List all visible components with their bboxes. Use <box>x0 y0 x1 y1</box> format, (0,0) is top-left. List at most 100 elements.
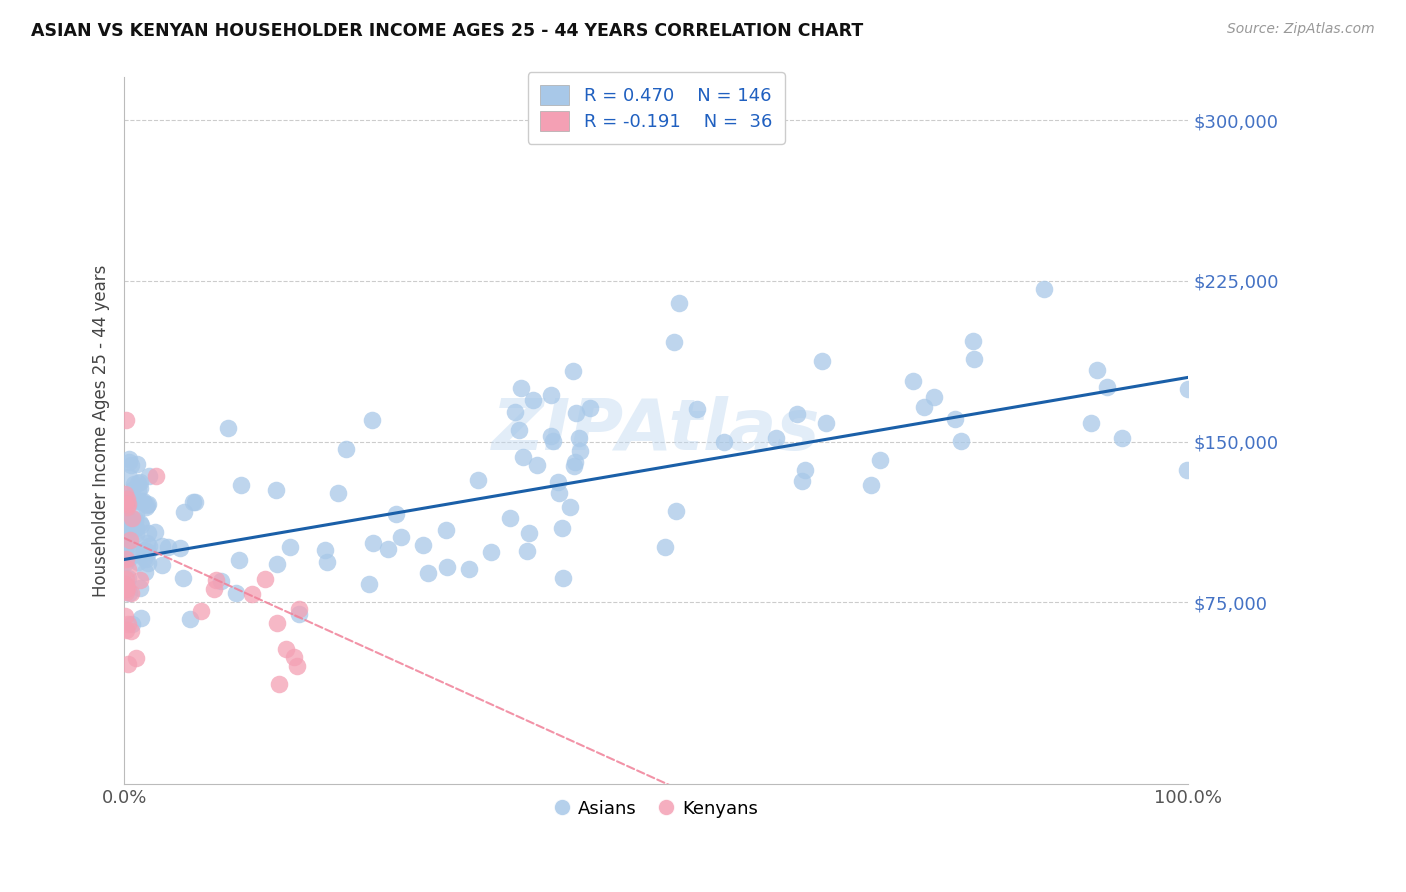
Point <box>114 497 136 511</box>
Point <box>467 473 489 487</box>
Point <box>114 487 136 501</box>
Point <box>124 513 146 527</box>
Point <box>205 574 228 588</box>
Point <box>125 458 148 472</box>
Point <box>134 565 156 579</box>
Text: Source: ZipAtlas.com: Source: ZipAtlas.com <box>1227 22 1375 37</box>
Point <box>765 431 787 445</box>
Point <box>288 602 311 616</box>
Point <box>118 510 141 524</box>
Point <box>117 491 139 505</box>
Point <box>118 455 141 469</box>
Point <box>266 616 288 631</box>
Point <box>129 574 152 588</box>
Point <box>120 533 142 547</box>
Point <box>150 539 173 553</box>
Point <box>127 483 149 497</box>
Point <box>120 585 142 599</box>
Point <box>156 540 179 554</box>
Point <box>522 392 544 407</box>
Point <box>922 390 945 404</box>
Point <box>516 544 538 558</box>
Text: ZIPAtlas: ZIPAtlas <box>492 396 821 466</box>
Point <box>190 603 212 617</box>
Point <box>127 475 149 490</box>
Point <box>143 524 166 539</box>
Point <box>138 468 160 483</box>
Point <box>811 353 834 368</box>
Point <box>1177 382 1199 396</box>
Point <box>115 512 138 526</box>
Point <box>359 577 381 591</box>
Point <box>117 617 139 632</box>
Point <box>287 659 309 673</box>
Point <box>117 550 139 565</box>
Point <box>686 401 709 416</box>
Point <box>114 527 136 541</box>
Point <box>794 463 817 477</box>
Point <box>540 387 562 401</box>
Point <box>662 334 685 349</box>
Point <box>135 552 157 566</box>
Point <box>117 512 139 526</box>
Point <box>169 541 191 555</box>
Point <box>120 495 142 509</box>
Point <box>150 558 173 572</box>
Point <box>869 453 891 467</box>
Point <box>315 555 337 569</box>
Point <box>564 455 586 469</box>
Point <box>114 549 136 563</box>
Point <box>115 500 138 514</box>
Point <box>568 430 591 444</box>
Point <box>551 521 574 535</box>
Point <box>115 555 138 569</box>
Point <box>145 468 167 483</box>
Point <box>122 526 145 541</box>
Point <box>121 511 143 525</box>
Point <box>266 558 288 572</box>
Point <box>125 521 148 535</box>
Point <box>786 407 808 421</box>
Point <box>112 576 135 591</box>
Point <box>569 444 592 458</box>
Y-axis label: Householder Income Ages 25 - 44 years: Householder Income Ages 25 - 44 years <box>93 265 110 597</box>
Point <box>202 582 225 596</box>
Point <box>859 478 882 492</box>
Point <box>114 623 136 637</box>
Point <box>129 518 152 533</box>
Point <box>418 566 440 581</box>
Point <box>269 677 291 691</box>
Point <box>363 536 385 550</box>
Point <box>132 543 155 558</box>
Point <box>217 421 239 435</box>
Point <box>499 511 522 525</box>
Point <box>125 547 148 561</box>
Point <box>278 540 301 554</box>
Point <box>138 526 160 541</box>
Point <box>114 515 136 529</box>
Point <box>288 607 311 621</box>
Point <box>943 411 966 425</box>
Point <box>266 483 288 497</box>
Point <box>503 405 526 419</box>
Point <box>131 494 153 508</box>
Point <box>962 352 984 367</box>
Point <box>128 581 150 595</box>
Point <box>114 580 136 594</box>
Point <box>132 545 155 559</box>
Point <box>118 452 141 467</box>
Point <box>377 542 399 557</box>
Point <box>560 500 582 514</box>
Point <box>436 523 458 537</box>
Point <box>1175 463 1198 477</box>
Point <box>136 556 159 570</box>
Point <box>458 562 481 576</box>
Point <box>562 458 585 473</box>
Point <box>510 381 533 395</box>
Point <box>129 493 152 508</box>
Point <box>136 497 159 511</box>
Point <box>121 616 143 631</box>
Point <box>115 581 138 595</box>
Point <box>129 475 152 490</box>
Point <box>115 492 138 507</box>
